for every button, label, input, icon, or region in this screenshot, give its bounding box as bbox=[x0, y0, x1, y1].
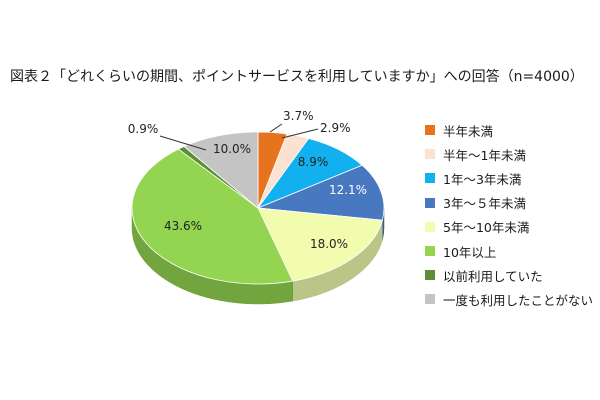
pie-slice-5 bbox=[131, 148, 294, 285]
pie-slices bbox=[131, 131, 385, 285]
legend-label: 1年～3年未満 bbox=[443, 171, 522, 187]
legend-item-6: 以前利用していた bbox=[425, 263, 593, 287]
legend-swatch bbox=[425, 246, 435, 257]
value-label-7: 10.0% bbox=[213, 142, 251, 156]
legend-item-0: 半年未満 bbox=[425, 118, 593, 142]
pie-slice-4 bbox=[257, 207, 383, 282]
value-label-5: 43.6% bbox=[164, 219, 202, 233]
legend-swatch bbox=[425, 125, 435, 136]
pie-slice-7 bbox=[183, 131, 259, 209]
legend-item-1: 半年～1年未満 bbox=[425, 142, 593, 166]
legend-swatch bbox=[425, 197, 435, 208]
legend-label: 半年～1年未満 bbox=[443, 147, 526, 163]
value-label-1: 2.9% bbox=[320, 121, 351, 135]
legend-swatch bbox=[425, 270, 435, 281]
legend-label: 10年以上 bbox=[443, 244, 497, 260]
value-label-3: 12.1% bbox=[329, 183, 367, 197]
leader-line-6 bbox=[159, 135, 207, 151]
value-label-4: 18.0% bbox=[310, 237, 348, 251]
leader-line-0 bbox=[269, 123, 283, 133]
value-label-6: 0.9% bbox=[128, 122, 159, 136]
pie-value-labels: 3.7% 2.9% 8.9%12.1% 18.0% 43.6% 0.9% 10.0% bbox=[128, 109, 367, 251]
legend-item-3: 3年～５年未満 bbox=[425, 191, 593, 215]
legend-label: 一度も利用したことがない bbox=[443, 292, 594, 308]
value-label-0: 3.7% bbox=[283, 109, 314, 123]
legend-label: 5年～10年未満 bbox=[443, 220, 530, 236]
legend-swatch bbox=[425, 173, 435, 184]
legend-item-5: 10年以上 bbox=[425, 239, 593, 263]
legend-label: 以前利用していた bbox=[443, 268, 543, 284]
legend: 半年未満半年～1年未満 1年～3年未満 3年～５年未満 5年～10年未満 10年以上以前… bbox=[425, 118, 593, 312]
legend-item-2: 1年～3年未満 bbox=[425, 166, 593, 190]
legend-label: 3年～５年未満 bbox=[443, 196, 526, 212]
legend-item-7: 一度も利用したことがない bbox=[425, 287, 593, 311]
leader-line-1 bbox=[281, 128, 319, 139]
value-label-2: 8.9% bbox=[298, 155, 329, 169]
legend-swatch bbox=[425, 149, 435, 160]
legend-swatch bbox=[425, 221, 435, 232]
legend-item-4: 5年～10年未満 bbox=[425, 215, 593, 239]
legend-swatch bbox=[425, 294, 435, 305]
pie-slice-3 bbox=[257, 164, 385, 221]
chart-title: 図表２「どれくらいの期間、ポイントサービスを利用していますか」への回答（n=40… bbox=[10, 69, 584, 85]
legend-label: 半年未満 bbox=[443, 123, 494, 139]
